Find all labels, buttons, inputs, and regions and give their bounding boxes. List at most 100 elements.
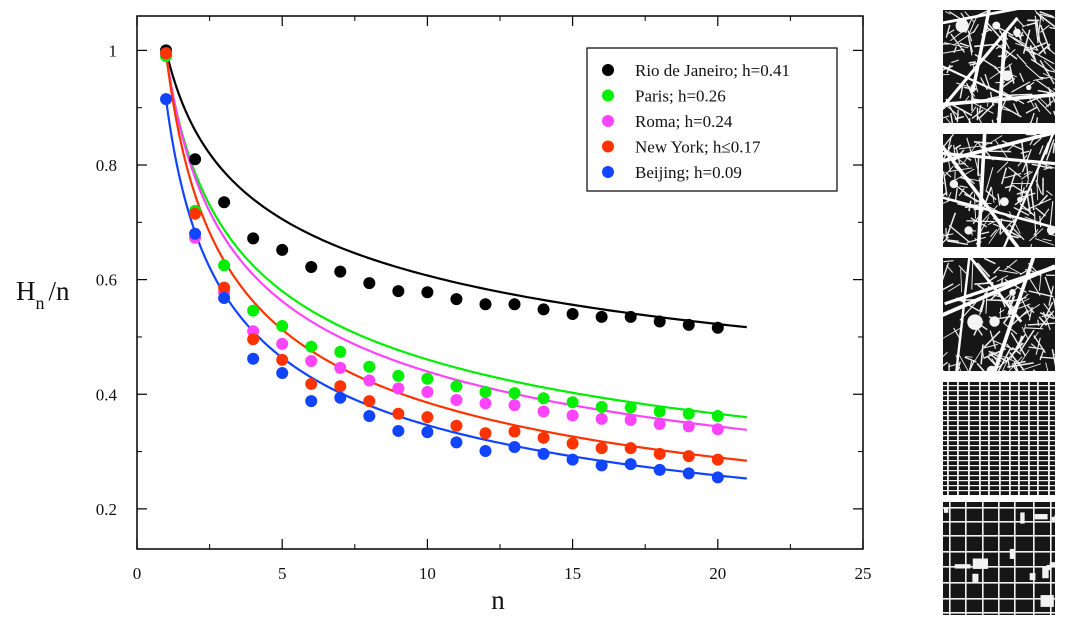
data-point-rio-de-janeiro: [566, 308, 579, 321]
data-point-new-york: [711, 453, 724, 466]
data-point-rio-de-janeiro: [450, 293, 463, 306]
data-point-new-york: [508, 425, 521, 438]
y-axis-title-sub: n: [36, 293, 45, 313]
data-point-beijing: [363, 410, 376, 423]
y-axis-title-rest: /n: [49, 276, 71, 306]
data-point-new-york: [595, 442, 608, 455]
data-point-rio-de-janeiro: [711, 321, 724, 334]
fit-line-paris: [164, 55, 747, 419]
data-point-paris: [305, 340, 318, 353]
data-point-new-york: [218, 281, 231, 294]
data-point-rio-de-janeiro: [682, 318, 695, 331]
data-point-new-york: [682, 450, 695, 463]
data-point-roma: [537, 405, 550, 418]
data-point-paris: [218, 259, 231, 272]
data-point-new-york: [334, 380, 347, 393]
data-point-beijing: [624, 458, 637, 471]
street-map-image: [943, 10, 1055, 123]
legend-box: [586, 47, 838, 192]
axis-ticks: 0 5 10 15 20 25 0.2 0.4 0.6 0.8 1: [96, 16, 872, 583]
map-thumbnail-roma: [943, 258, 1055, 371]
data-point-rio-de-janeiro: [189, 153, 202, 166]
data-point-rio-de-janeiro: [653, 315, 666, 328]
legend-marker-new-york: [602, 140, 614, 153]
x-tick-label: 15: [564, 564, 581, 583]
data-point-beijing: [450, 436, 463, 449]
x-tick-label: 5: [278, 564, 287, 583]
x-tick-label: 25: [855, 564, 872, 583]
data-point-roma: [421, 385, 434, 398]
data-point-paris: [537, 392, 550, 405]
data-point-new-york: [624, 442, 637, 455]
x-tick-label: 0: [133, 564, 142, 583]
street-map-image: [943, 382, 1055, 495]
data-point-paris: [421, 372, 434, 385]
data-point-new-york: [363, 395, 376, 408]
legend-marker-rio-de-janeiro: [602, 64, 614, 76]
data-point-roma: [682, 420, 695, 433]
data-point-rio-de-janeiro: [305, 261, 318, 274]
street-map-image: [943, 258, 1055, 371]
map-thumbnail-paris: [943, 134, 1055, 247]
data-point-paris: [276, 320, 289, 333]
x-axis-title: n: [491, 585, 505, 615]
data-point-beijing: [392, 424, 405, 437]
data-point-paris: [479, 385, 492, 398]
data-point-rio-de-janeiro: [624, 310, 637, 323]
data-point-paris: [566, 396, 579, 409]
data-point-roma: [653, 418, 666, 431]
data-point-new-york: [479, 427, 492, 440]
data-point-new-york: [450, 419, 463, 432]
svg-text:Hn/n: Hn/n: [16, 276, 70, 313]
data-point-paris: [392, 369, 405, 382]
legend-marker-paris: [602, 89, 614, 102]
data-point-paris: [653, 405, 666, 418]
legend-label-roma: Roma; h=0.24: [635, 112, 733, 131]
y-tick-label: 1: [109, 41, 118, 60]
legend-label-rio-de-janeiro: Rio de Janeiro; h=0.41: [635, 61, 790, 80]
data-point-rio-de-janeiro: [392, 285, 405, 298]
y-axis-title-main: H: [16, 276, 36, 306]
data-point-beijing: [334, 391, 347, 404]
data-point-roma: [334, 361, 347, 374]
data-point-roma: [479, 397, 492, 410]
data-point-paris: [624, 401, 637, 414]
data-point-beijing: [682, 467, 695, 480]
data-point-beijing: [189, 227, 202, 240]
data-point-beijing: [653, 463, 666, 476]
data-point-roma: [566, 409, 579, 422]
data-point-new-york: [537, 431, 550, 444]
legend-marker-roma: [602, 115, 614, 127]
data-point-rio-de-janeiro: [363, 277, 376, 290]
data-point-paris: [363, 360, 376, 373]
legend-marker-beijing: [602, 166, 614, 178]
data-point-roma: [508, 399, 521, 412]
data-point-roma: [392, 382, 405, 395]
data-point-roma: [711, 423, 724, 436]
data-point-rio-de-janeiro: [218, 196, 231, 209]
data-point-rio-de-janeiro: [595, 310, 608, 323]
data-point-paris: [711, 410, 724, 423]
data-point-beijing: [595, 459, 608, 472]
data-point-rio-de-janeiro: [479, 298, 492, 311]
data-point-new-york: [653, 447, 666, 460]
data-point-beijing: [160, 93, 173, 106]
data-point-roma: [276, 337, 289, 350]
data-point-paris: [334, 345, 347, 358]
fit-line-rio-de-janeiro: [164, 50, 747, 329]
legend-label-new-york: New York; h≤0.17: [635, 138, 761, 157]
data-point-beijing: [305, 395, 318, 408]
data-point-roma: [363, 374, 376, 387]
data-point-beijing: [421, 426, 434, 439]
data-point-paris: [247, 304, 260, 317]
data-point-rio-de-janeiro: [247, 232, 260, 245]
data-point-beijing: [537, 447, 550, 460]
data-point-new-york: [392, 407, 405, 420]
data-point-beijing: [566, 453, 579, 466]
y-tick-label: 0.6: [96, 271, 117, 290]
data-point-new-york: [247, 333, 260, 346]
legend-label-beijing: Beijing; h=0.09: [635, 163, 742, 182]
data-point-new-york: [160, 47, 173, 60]
street-map-image: [943, 134, 1055, 247]
